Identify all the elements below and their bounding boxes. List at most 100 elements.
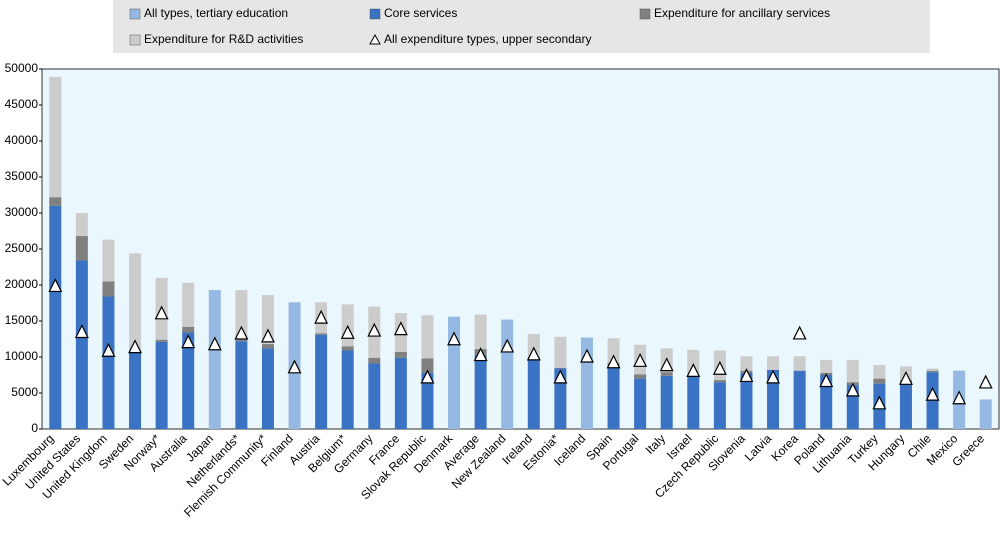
marker [447, 331, 462, 346]
bar [740, 372, 753, 429]
bar [421, 315, 434, 359]
bar [767, 356, 780, 370]
legend-label: Expenditure for R&D activities [144, 32, 303, 46]
bar [820, 375, 833, 429]
bar [129, 351, 142, 429]
marker [606, 354, 621, 369]
bar [554, 368, 567, 429]
marker [633, 352, 648, 367]
marker [526, 346, 541, 361]
y-tick-label: 0 [31, 421, 38, 435]
marker [686, 363, 701, 377]
x-tick-label: Latvia [742, 431, 775, 464]
marker [128, 339, 143, 354]
bar [75, 213, 88, 237]
marker [473, 347, 488, 362]
bar [527, 357, 540, 429]
bar [607, 338, 620, 363]
bar [634, 374, 647, 379]
bar [102, 239, 115, 282]
bar [474, 354, 487, 429]
bar [713, 380, 726, 383]
bar [155, 341, 168, 429]
bar [713, 382, 726, 429]
marker [207, 336, 222, 351]
legend-label: All expenditure types, upper secondary [384, 32, 591, 46]
marker [340, 324, 355, 339]
y-tick-label: 5000 [11, 385, 38, 399]
bar [208, 290, 221, 429]
bar [102, 296, 115, 429]
bar [75, 236, 88, 261]
bar [607, 364, 620, 429]
marker [872, 395, 887, 410]
legend-swatch [639, 8, 651, 20]
bar [261, 295, 274, 345]
bar [235, 290, 248, 339]
bar [75, 260, 88, 429]
marker [234, 325, 249, 340]
marker [260, 328, 275, 343]
bar [979, 399, 992, 429]
legend-label: All types, tertiary education [144, 6, 288, 20]
bar [182, 282, 195, 327]
bar [660, 375, 673, 429]
bar [315, 334, 328, 429]
bar [767, 369, 780, 429]
legend-label: Core services [384, 6, 457, 20]
y-tick-label: 25000 [5, 241, 39, 255]
marker [553, 369, 568, 384]
marker [952, 390, 967, 405]
legend-swatch [129, 34, 141, 46]
marker [74, 324, 89, 339]
marker [659, 357, 674, 372]
marker [393, 321, 408, 336]
bar [155, 339, 168, 342]
bar [394, 351, 407, 358]
bar [49, 197, 62, 206]
bar [315, 333, 328, 335]
bar [49, 205, 62, 429]
marker [287, 359, 302, 374]
plot-area [41, 68, 1000, 430]
bar [261, 344, 274, 349]
y-tick-label: 10000 [5, 349, 39, 363]
bar [102, 281, 115, 297]
marker [925, 386, 940, 401]
bar [235, 339, 248, 342]
marker [48, 278, 63, 293]
legend-marker [369, 33, 381, 45]
y-tick-label: 45000 [5, 97, 39, 111]
y-tick-label: 20000 [5, 277, 39, 291]
bar [501, 319, 514, 429]
legend-box [113, 0, 930, 53]
bar [421, 372, 434, 429]
marker [367, 322, 382, 337]
bar [527, 333, 540, 357]
y-tick-label: 35000 [5, 169, 39, 183]
bar [341, 346, 354, 351]
y-tick-label: 15000 [5, 313, 39, 327]
bar [660, 372, 673, 376]
bar [820, 359, 833, 373]
bar [793, 356, 806, 371]
marker [766, 369, 781, 384]
marker [154, 305, 169, 320]
marker [314, 309, 329, 324]
bar [554, 367, 567, 369]
marker [845, 382, 860, 397]
y-tick-label: 50000 [5, 61, 39, 75]
bar [873, 364, 886, 379]
bar [394, 357, 407, 429]
bar [368, 363, 381, 429]
bar [49, 76, 62, 198]
bar [793, 370, 806, 429]
bar [261, 348, 274, 429]
marker [420, 369, 435, 384]
marker [898, 370, 913, 385]
bar [687, 375, 700, 429]
marker [101, 342, 116, 357]
marker [181, 334, 196, 349]
bar [474, 314, 487, 350]
